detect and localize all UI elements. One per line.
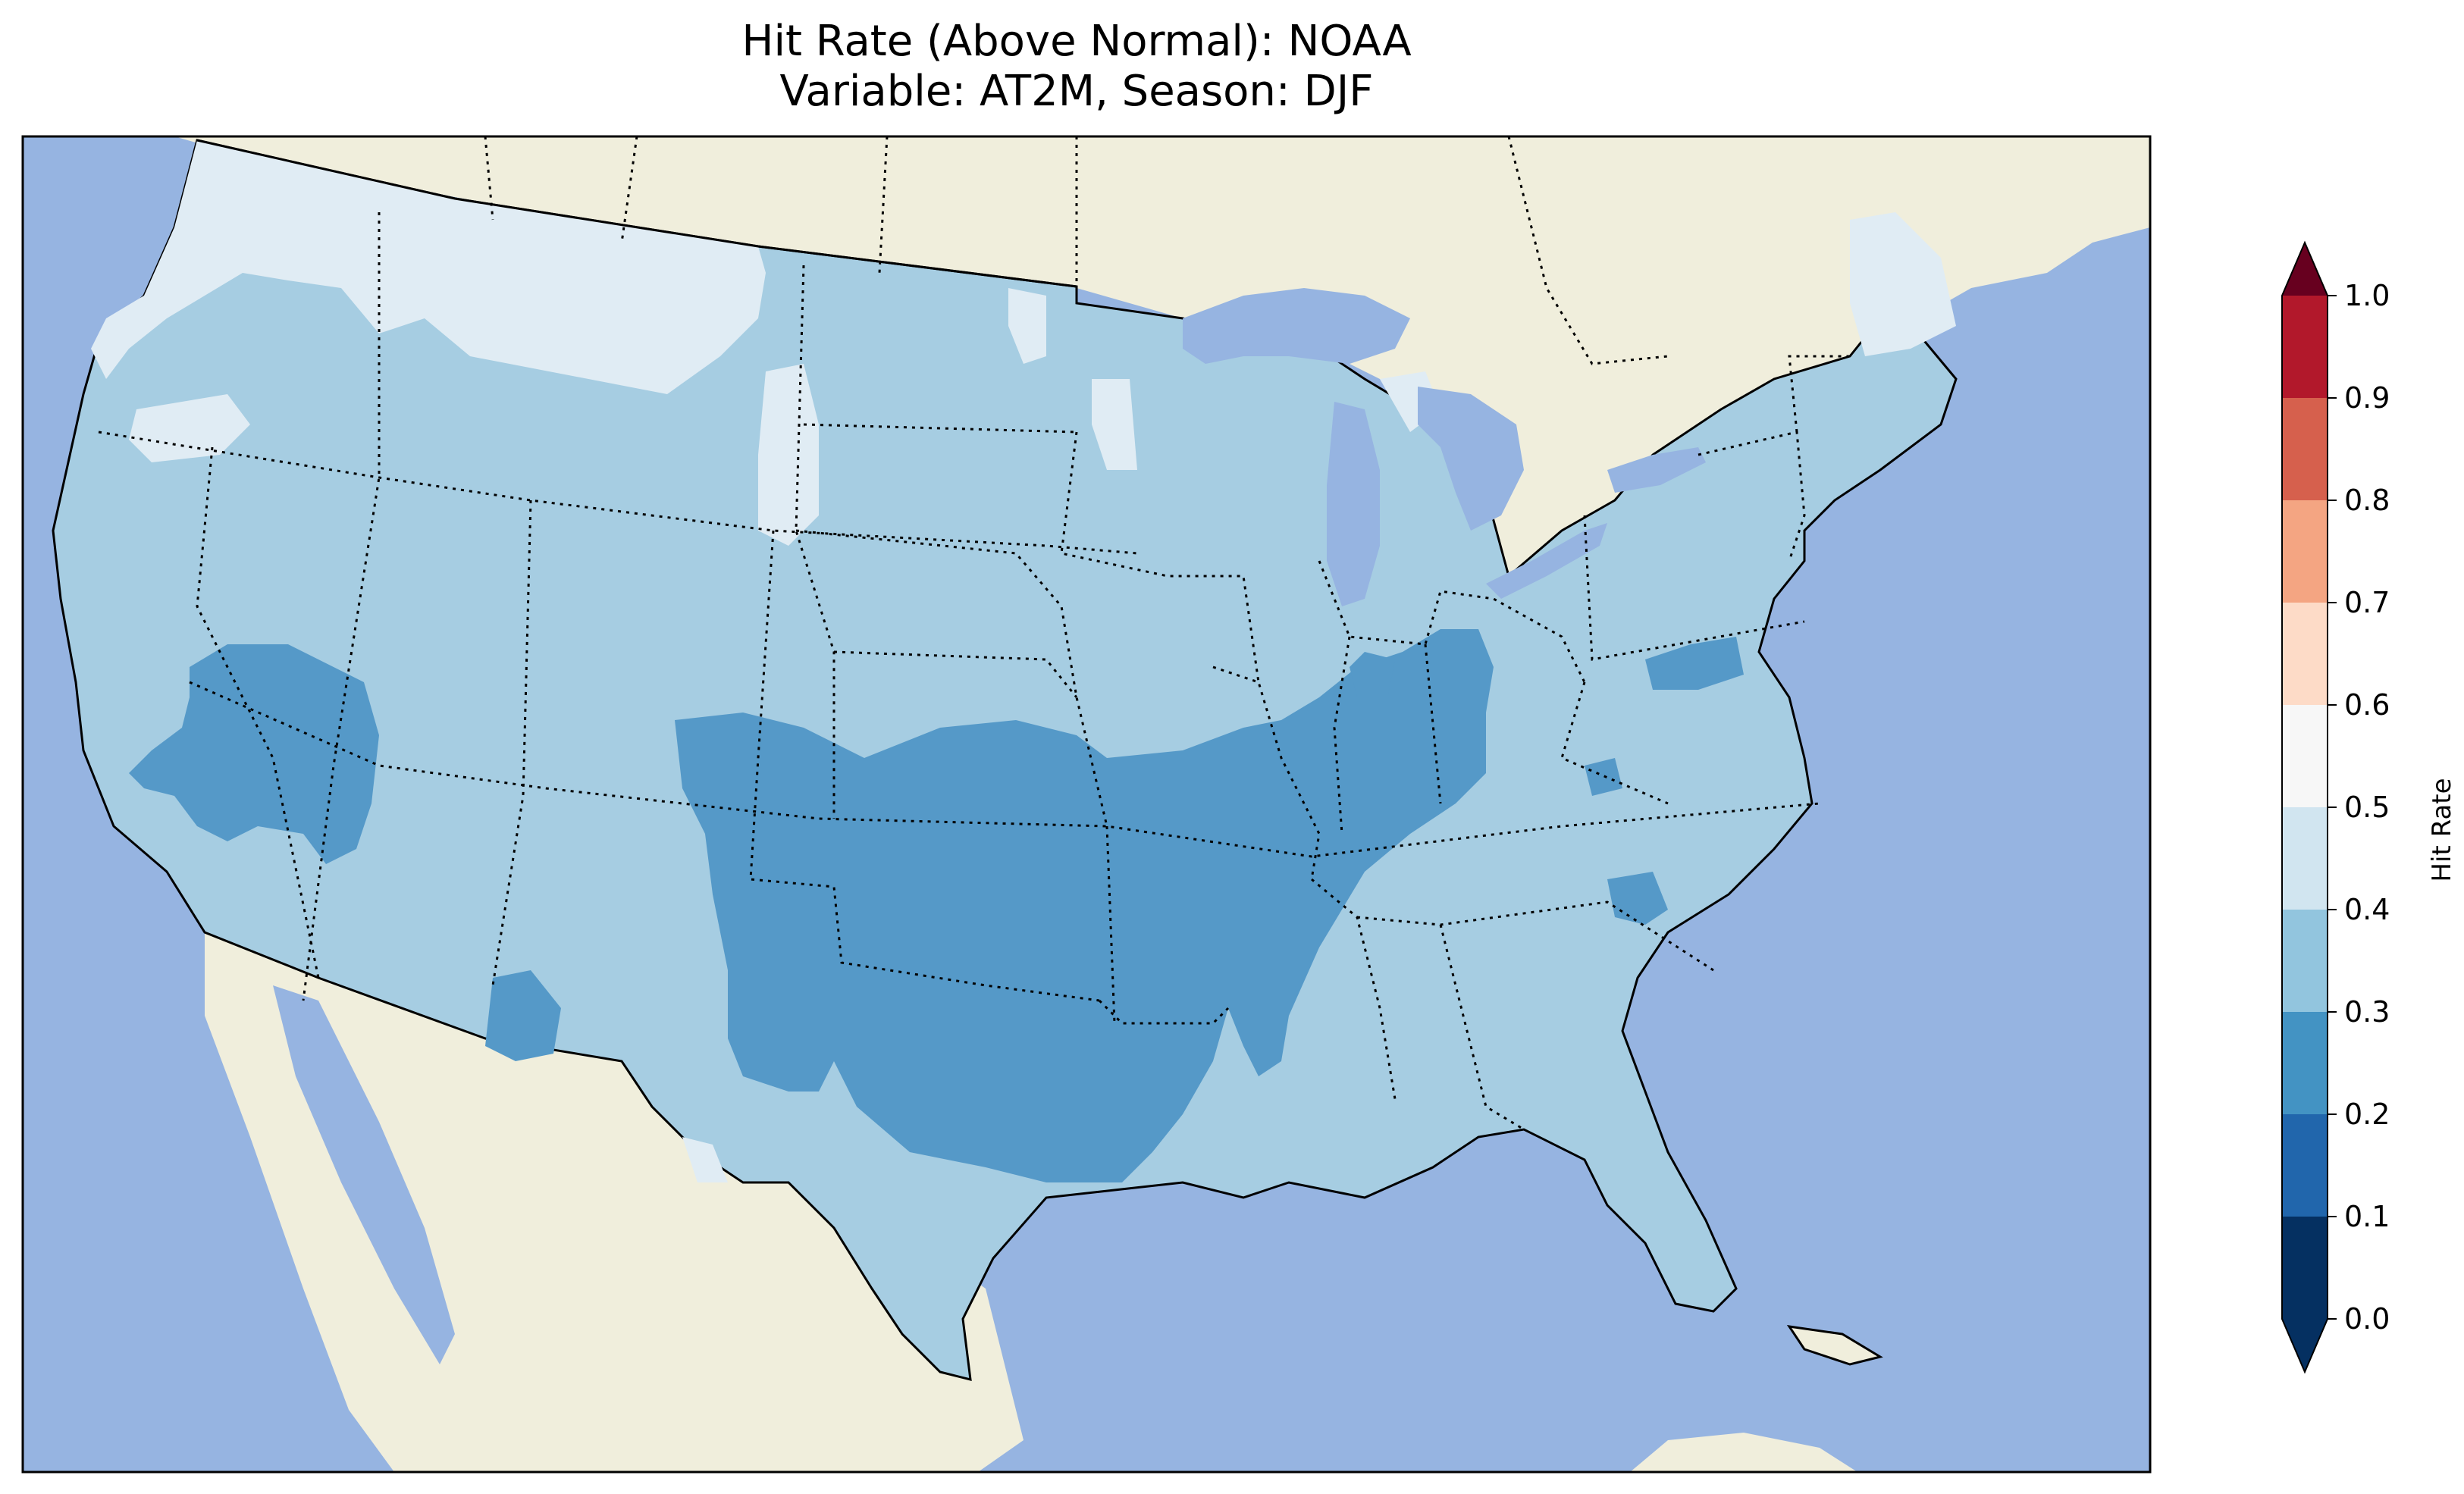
lake-huron: [1418, 387, 1524, 531]
mexico-land: [197, 910, 1024, 1472]
cuba-land: [1786, 1325, 1883, 1366]
map-title: Hit Rate (Above Normal): NOAA Variable: …: [0, 17, 2153, 117]
gulf-of-california: [273, 985, 455, 1364]
map-frame: [21, 135, 2152, 1474]
hispaniola-land: [1630, 1433, 1857, 1472]
state-boundaries: [98, 212, 1850, 1131]
baja-land: [205, 925, 425, 1472]
canada-land: [174, 136, 2150, 576]
lake-erie: [1486, 523, 1607, 599]
lake-ontario: [1607, 447, 1706, 493]
great-lakes: [1183, 288, 1706, 606]
title-line-1: Hit Rate (Above Normal): NOAA: [741, 17, 1412, 66]
lake-superior: [1183, 288, 1410, 364]
province-boundaries: [484, 136, 1669, 365]
class-0.2-0.3-regions: [129, 629, 1744, 1182]
lake-michigan: [1327, 402, 1380, 606]
us-canada-border: [196, 139, 1077, 288]
title-line-2: Variable: AT2M, Season: DJF: [779, 67, 1374, 116]
class-0.4-0.5-regions: [91, 140, 1956, 1182]
